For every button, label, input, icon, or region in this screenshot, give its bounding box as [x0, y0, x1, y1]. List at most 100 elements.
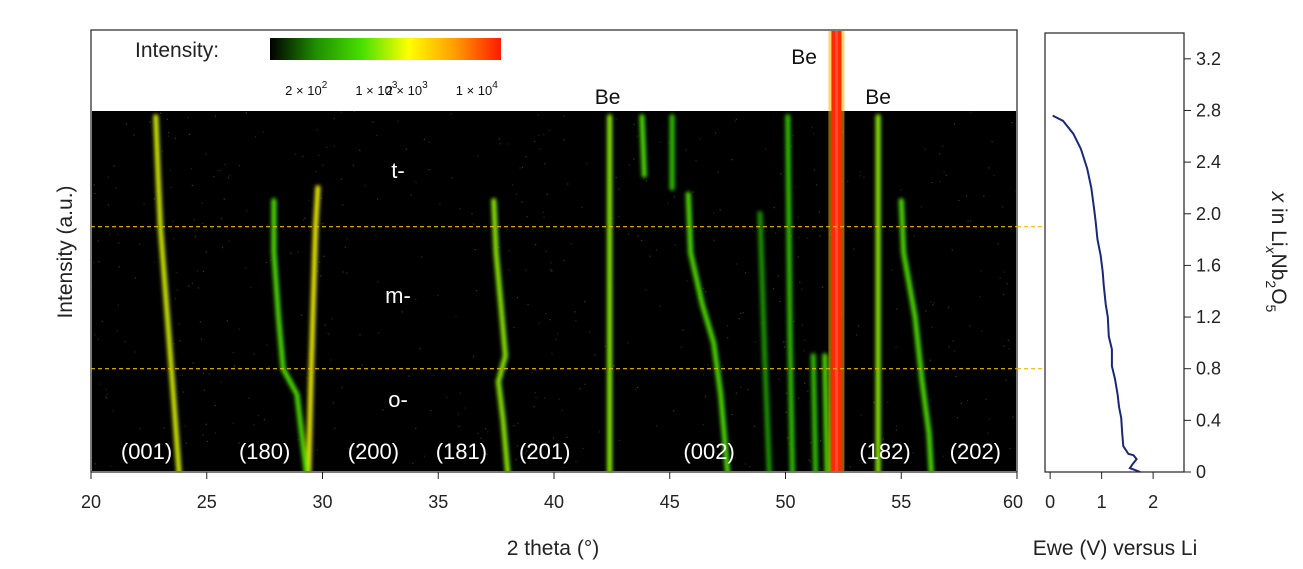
noise-speck — [548, 129, 550, 131]
noise-speck — [785, 411, 787, 413]
noise-speck — [185, 442, 187, 444]
noise-speck — [508, 143, 510, 145]
noise-speck — [939, 180, 941, 182]
noise-speck — [169, 169, 171, 171]
noise-speck — [170, 186, 172, 188]
noise-speck — [558, 398, 560, 400]
noise-speck — [703, 374, 705, 376]
main-x-label: 2 theta (°) — [507, 537, 599, 560]
noise-speck — [428, 141, 430, 143]
noise-speck — [377, 198, 379, 200]
noise-speck — [929, 359, 932, 361]
noise-speck — [538, 134, 540, 137]
noise-speck — [522, 166, 524, 169]
noise-speck — [526, 216, 528, 218]
noise-speck — [359, 149, 361, 151]
noise-speck — [659, 305, 661, 307]
noise-speck — [178, 323, 180, 325]
noise-speck — [551, 353, 553, 355]
noise-speck — [228, 177, 230, 179]
noise-speck — [476, 372, 478, 374]
noise-speck — [98, 383, 100, 385]
noise-speck — [942, 455, 944, 457]
noise-speck — [302, 155, 304, 158]
noise-speck — [184, 425, 186, 427]
voltage-y-tick-label: 1.2 — [1196, 307, 1221, 327]
noise-speck — [779, 300, 781, 302]
noise-speck — [818, 211, 820, 213]
noise-speck — [588, 331, 591, 333]
noise-speck — [238, 442, 240, 444]
noise-speck — [813, 133, 815, 135]
noise-speck — [110, 465, 112, 467]
noise-speck — [433, 374, 435, 377]
noise-speck — [93, 184, 95, 186]
noise-speck — [499, 143, 501, 145]
noise-speck — [527, 303, 529, 305]
noise-speck — [513, 425, 515, 427]
voltage-x-tick-label: 1 — [1097, 492, 1107, 512]
noise-speck — [656, 249, 658, 251]
noise-speck — [988, 167, 990, 169]
noise-speck — [983, 195, 985, 197]
noise-speck — [920, 206, 923, 208]
noise-speck — [234, 365, 236, 367]
noise-speck — [408, 375, 410, 377]
noise-speck — [97, 240, 99, 242]
main-x-tick-label: 20 — [81, 492, 101, 512]
noise-speck — [485, 428, 487, 430]
noise-speck — [525, 156, 527, 158]
noise-speck — [717, 171, 719, 173]
noise-speck — [713, 239, 715, 241]
noise-speck — [803, 350, 805, 352]
noise-speck — [172, 220, 174, 223]
noise-speck — [226, 320, 228, 322]
noise-speck — [930, 301, 932, 303]
noise-speck — [248, 397, 250, 399]
trace-51-3-line — [811, 354, 818, 471]
noise-speck — [348, 447, 350, 449]
noise-speck — [487, 431, 489, 433]
noise-speck — [604, 345, 607, 347]
noise-speck — [531, 372, 533, 374]
phase-label-t: t- — [391, 158, 404, 183]
noise-speck — [797, 216, 799, 218]
noise-speck — [320, 275, 322, 277]
noise-speck — [217, 170, 219, 172]
noise-speck — [322, 164, 324, 166]
noise-speck — [970, 111, 972, 113]
noise-speck — [118, 242, 120, 244]
phase-label-o: o- — [388, 387, 408, 412]
noise-speck — [754, 341, 757, 343]
noise-speck — [705, 291, 707, 293]
colorbar-tick-label: 2 × 102 — [285, 80, 328, 98]
noise-speck — [896, 308, 898, 310]
noise-speck — [361, 364, 363, 366]
noise-speck — [859, 175, 861, 177]
colorbar — [270, 38, 501, 60]
noise-speck — [92, 286, 93, 288]
noise-speck — [164, 444, 166, 446]
noise-speck — [168, 132, 170, 134]
noise-speck — [112, 410, 114, 412]
noise-speck — [735, 392, 737, 394]
noise-speck — [582, 447, 584, 449]
noise-speck — [332, 402, 334, 404]
noise-speck — [680, 346, 682, 348]
noise-speck — [340, 111, 342, 113]
noise-speck — [331, 318, 333, 320]
noise-speck — [105, 389, 107, 391]
phase-boundaries — [91, 226, 1184, 370]
noise-speck — [627, 342, 629, 344]
noise-speck — [270, 259, 272, 261]
noise-speck — [734, 120, 736, 122]
peak-labels: (001) (180) (200) (181) (201) (002) (182) (202) — [121, 439, 1001, 464]
noise-speck — [179, 374, 181, 376]
noise-speck — [220, 169, 222, 171]
noise-speck — [428, 169, 430, 171]
noise-speck — [586, 163, 588, 165]
noise-speck — [545, 250, 547, 252]
trace--180-weak — [272, 199, 308, 471]
noise-speck — [570, 243, 572, 245]
noise-speck — [458, 425, 460, 427]
